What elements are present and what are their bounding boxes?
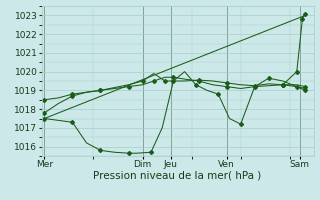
X-axis label: Pression niveau de la mer( hPa ): Pression niveau de la mer( hPa ) [93, 171, 262, 181]
